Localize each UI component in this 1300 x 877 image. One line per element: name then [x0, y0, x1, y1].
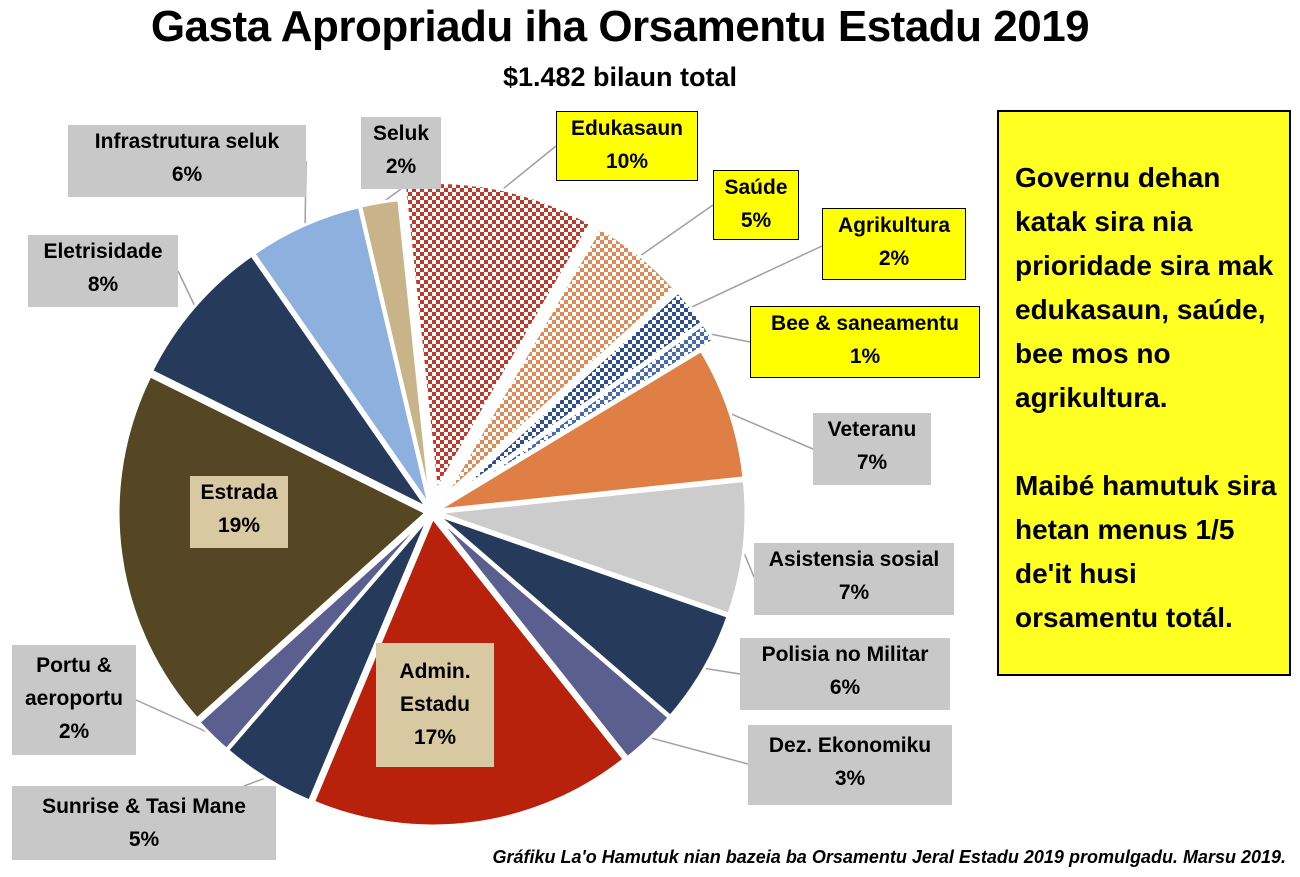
label-saude: Saúde 5%: [713, 170, 799, 240]
slice-polisia: [436, 513, 730, 719]
slice-infrastrutura: [251, 204, 432, 508]
leader-line-veteranu: [727, 411, 814, 450]
annotation-text-1: Governu dehan katak sira nia prioridade …: [1015, 162, 1274, 413]
label-edukasaun: Edukasaun 10%: [556, 111, 698, 181]
slice-saude: [444, 226, 677, 497]
label-polisia: Polisia no Militar 6%: [740, 638, 950, 710]
leader-line-agrikultura: [688, 245, 823, 309]
label-veteranu: Veteranu 7%: [813, 413, 931, 485]
label-portu: Portu & aeroportu 2%: [12, 645, 136, 755]
slice-asistensia: [437, 478, 748, 616]
label-infrastrutura: Infrastrutura seluk 6%: [68, 125, 306, 197]
slice-portu: [196, 515, 429, 752]
label-sunrise: Sunrise & Tasi Mane 5%: [12, 786, 276, 860]
leader-line-edukasaun: [499, 145, 557, 192]
slice-veteranu: [436, 348, 746, 512]
label-asistensia: Asistensia sosial 7%: [754, 543, 954, 615]
label-estrada: Estrada 19%: [190, 476, 288, 548]
leader-line-saude: [637, 204, 714, 258]
leader-line-dez: [647, 736, 749, 765]
label-eletrisidade: Eletrisidade 8%: [28, 235, 178, 307]
label-bee: Bee & saneamentu 1%: [750, 306, 980, 378]
leader-line-bee: [706, 332, 751, 343]
source-note: Gráfiku La'o Hamutuk nian bazeia ba Orsa…: [492, 847, 1286, 867]
label-seluk: Seluk 2%: [361, 117, 441, 189]
chart-title: Gasta Apropriadu iha Orsamentu Estadu 20…: [150, 2, 1090, 51]
slice-dez: [434, 515, 672, 760]
leader-line-portu: [135, 699, 215, 736]
annotation-text-2: Maibé hamutuk sira hetan menus 1/5 de'it…: [1015, 470, 1277, 633]
slice-agrikultura: [448, 290, 705, 500]
label-admin: Admin. Estadu 17%: [376, 643, 494, 767]
label-dez: Dez. Ekonomiku 3%: [748, 725, 952, 805]
chart-subtitle: $1.482 bilaun total: [502, 62, 738, 92]
annotation-box: Governu dehan katak sira nia prioridade …: [997, 110, 1291, 676]
slice-eletrisidade: [149, 253, 429, 510]
label-agrikultura: Agrikultura 2%: [822, 208, 966, 280]
slice-seluk: [358, 198, 433, 507]
leader-line-eletrisidade: [177, 270, 197, 309]
slice-bee: [449, 322, 716, 502]
leader-line-polisia: [702, 667, 741, 675]
